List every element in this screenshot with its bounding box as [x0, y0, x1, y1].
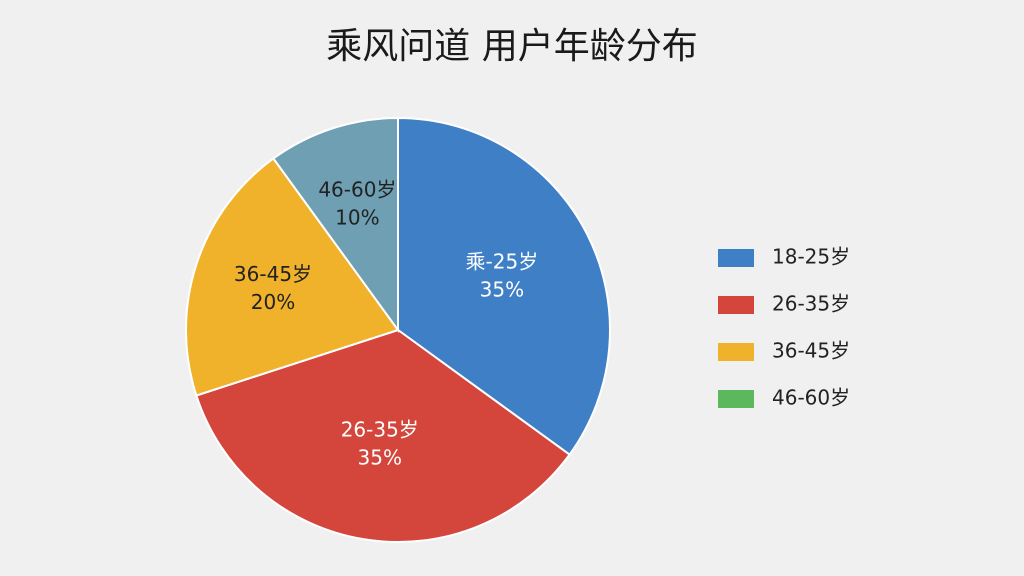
- legend-label: 26-35岁: [772, 292, 850, 316]
- chart-title: 乘风问道 用户年龄分布: [326, 26, 697, 67]
- slice-value-label: 20%: [251, 290, 295, 314]
- legend-swatch: [718, 390, 754, 408]
- slice-label: 26-35岁: [341, 418, 419, 442]
- legend-swatch: [718, 343, 754, 361]
- legend-label: 46-60岁: [772, 386, 850, 410]
- slice-value-label: 10%: [335, 205, 379, 229]
- pie-slice: [397, 116, 611, 457]
- slice-value-label: 35%: [480, 278, 524, 302]
- legend-label: 36-45岁: [772, 339, 850, 363]
- legend-swatch: [718, 296, 754, 314]
- pie-slice: [271, 116, 399, 334]
- legend-label: 18-25岁: [772, 245, 850, 269]
- slice-label: 乘-25岁: [466, 250, 539, 274]
- legend-swatch: [718, 249, 754, 267]
- pie-slice: [195, 328, 571, 543]
- pie-slice: [185, 157, 400, 397]
- slice-value-label: 35%: [358, 446, 402, 470]
- slice-label: 36-45岁: [234, 262, 312, 286]
- slice-label: 46-60岁: [318, 177, 396, 201]
